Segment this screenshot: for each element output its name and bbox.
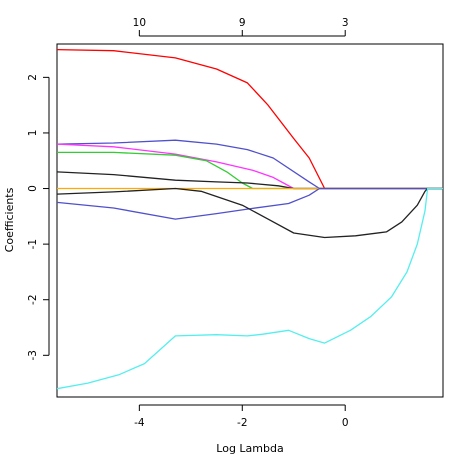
x-axis-label: Log Lambda [216,442,283,455]
x-tick-label: -4 [134,417,145,429]
y-tick-label: 1 [27,130,39,137]
coefficient-path-2 [56,139,443,190]
y-tick-label: 2 [27,74,39,81]
x-axis-bottom: -4 -2 0 [134,404,349,429]
y-tick-label: -1 [27,239,39,249]
series-layer [56,48,443,390]
y-tick-label: -3 [27,350,39,360]
top-tick-label: 9 [239,17,246,29]
plot-frame [56,43,444,398]
y-axis: -3 -2 -1 0 1 2 [27,74,50,361]
coefficient-path-8 [56,187,443,239]
coefficient-path-7 [56,187,443,220]
coefficient-path-1 [56,48,443,190]
y-tick-label: -2 [27,294,39,304]
x-tick-label: 0 [342,417,349,429]
x-axis-top: 10 9 3 [133,17,349,37]
x-tick-label: -2 [237,417,247,429]
top-tick-label: 3 [342,17,349,29]
coefficient-path-3 [56,143,443,190]
coefficient-path-9 [56,187,443,390]
y-axis-label: Coefficients [3,187,16,252]
top-tick-label: 10 [133,17,146,29]
y-tick-label: 0 [27,185,39,192]
coefficient-path-5 [56,171,443,190]
coefficient-path-4 [57,151,443,190]
